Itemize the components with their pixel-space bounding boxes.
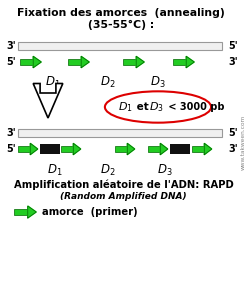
Text: 5': 5' xyxy=(6,144,16,154)
Polygon shape xyxy=(136,56,144,68)
Text: $D_1$: $D_1$ xyxy=(47,163,63,178)
Text: $D_1$: $D_1$ xyxy=(118,100,133,114)
Text: 3': 3' xyxy=(6,128,16,138)
Polygon shape xyxy=(81,56,89,68)
Polygon shape xyxy=(204,143,212,155)
Polygon shape xyxy=(160,143,168,155)
FancyBboxPatch shape xyxy=(14,209,28,215)
FancyBboxPatch shape xyxy=(170,144,190,154)
Text: 3': 3' xyxy=(228,57,238,67)
FancyBboxPatch shape xyxy=(148,146,160,152)
Polygon shape xyxy=(30,143,38,155)
Polygon shape xyxy=(33,56,41,68)
Text: Amplification aléatoire de l'ADN: RAPD: Amplification aléatoire de l'ADN: RAPD xyxy=(14,180,233,190)
Text: $D_3$: $D_3$ xyxy=(149,100,164,114)
Text: Fixation des amorces  (annealing): Fixation des amorces (annealing) xyxy=(17,8,225,18)
Text: (Random Amplified DNA): (Random Amplified DNA) xyxy=(60,192,187,201)
Text: $D_2$: $D_2$ xyxy=(100,75,116,90)
FancyBboxPatch shape xyxy=(192,146,204,152)
Text: < 3000 pb: < 3000 pb xyxy=(165,102,225,112)
FancyBboxPatch shape xyxy=(173,59,186,65)
Text: $D_1$: $D_1$ xyxy=(45,75,61,90)
Text: 3': 3' xyxy=(6,41,16,51)
FancyBboxPatch shape xyxy=(61,146,73,152)
Text: et: et xyxy=(133,102,152,112)
FancyBboxPatch shape xyxy=(18,146,30,152)
FancyBboxPatch shape xyxy=(40,144,60,154)
Polygon shape xyxy=(73,143,81,155)
Polygon shape xyxy=(186,56,194,68)
Text: 5': 5' xyxy=(6,57,16,67)
FancyBboxPatch shape xyxy=(18,42,222,50)
FancyBboxPatch shape xyxy=(20,59,33,65)
FancyBboxPatch shape xyxy=(18,129,222,137)
Text: $D_3$: $D_3$ xyxy=(157,163,173,178)
Text: $D_3$: $D_3$ xyxy=(150,75,166,90)
FancyBboxPatch shape xyxy=(68,59,81,65)
Text: 5': 5' xyxy=(228,128,238,138)
FancyBboxPatch shape xyxy=(123,59,136,65)
Text: $D_2$: $D_2$ xyxy=(100,163,116,178)
FancyBboxPatch shape xyxy=(115,146,127,152)
Polygon shape xyxy=(127,143,135,155)
Text: 3': 3' xyxy=(228,144,238,154)
Ellipse shape xyxy=(105,91,211,123)
Text: 5': 5' xyxy=(228,41,238,51)
Text: www.takween.com: www.takween.com xyxy=(241,114,246,170)
Text: (35-55°C) :: (35-55°C) : xyxy=(88,20,154,30)
Polygon shape xyxy=(28,206,36,218)
Polygon shape xyxy=(33,84,63,118)
Text: amorce  (primer): amorce (primer) xyxy=(42,207,138,217)
